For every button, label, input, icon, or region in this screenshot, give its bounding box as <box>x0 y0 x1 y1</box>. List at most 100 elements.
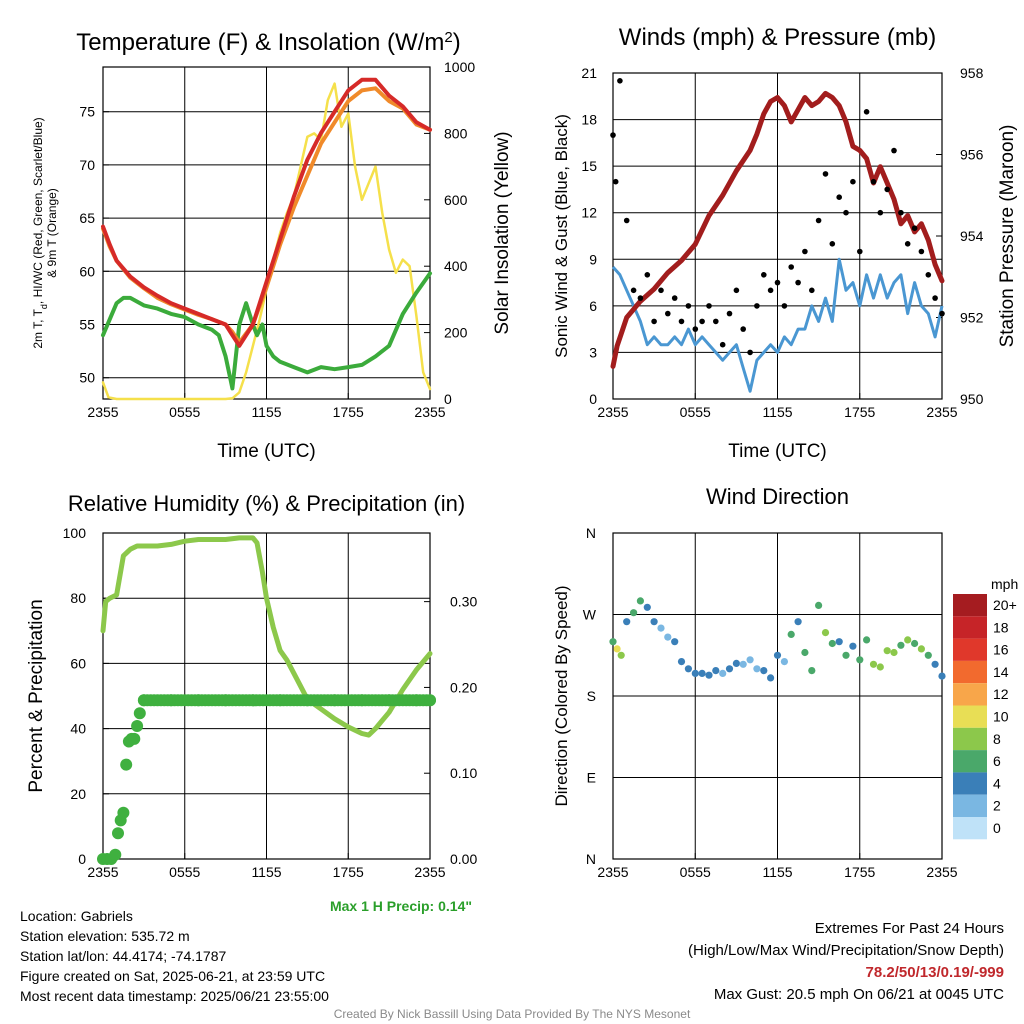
y-tick-label: W <box>583 607 597 623</box>
credit-text: Created By Nick Bassill Using Data Provi… <box>333 1007 691 1021</box>
x-tick-label: 1155 <box>762 864 792 880</box>
direction-point <box>897 641 905 649</box>
gust-point <box>685 303 692 309</box>
direction-point <box>705 671 713 679</box>
gust-point <box>671 295 678 301</box>
direction-point <box>780 658 789 666</box>
chart-title: Wind Direction <box>706 484 849 509</box>
colorbar-swatch <box>953 817 987 840</box>
direction-point <box>828 639 836 648</box>
direction-point <box>869 660 878 668</box>
y-label-subscript: d <box>39 304 49 309</box>
x-tick-label: 1755 <box>844 404 875 420</box>
direction-point <box>712 667 720 675</box>
y-tick-label: 40 <box>70 721 86 737</box>
gust-point <box>747 349 753 356</box>
gust-point <box>713 318 719 325</box>
direction-point <box>856 656 864 664</box>
gust-point <box>617 78 623 84</box>
title-close: ) <box>453 29 461 56</box>
latlon-text: Station lat/lon: 44.4174; -74.1787 <box>20 948 227 964</box>
x-tick-label: 2355 <box>87 404 118 420</box>
direction-point <box>938 672 946 680</box>
y-tick-label: 18 <box>581 112 597 128</box>
precip-point <box>112 827 124 840</box>
y-tick-label: E <box>587 770 596 786</box>
gust-point <box>918 248 925 255</box>
x-axis-label: Time (UTC) <box>728 441 827 462</box>
x-tick-label: 0555 <box>680 404 711 420</box>
gust-point <box>767 287 774 294</box>
y-label-part: 2m T, T <box>31 308 45 348</box>
y-tick-label: 100 <box>63 525 87 541</box>
gust-point <box>932 295 938 301</box>
colorbar-swatch <box>953 616 987 639</box>
max-precip-annotation: Max 1 H Precip: 0.14" <box>330 898 472 914</box>
gust-point <box>733 287 740 294</box>
direction-point <box>760 667 768 675</box>
gust-point <box>665 310 671 317</box>
colorbar-swatch <box>953 683 987 706</box>
series-line-rh <box>100 535 433 738</box>
gust-point <box>904 241 911 247</box>
gust-point <box>699 318 705 325</box>
gust-point <box>870 178 877 185</box>
direction-point <box>677 658 686 666</box>
y2-tick-label: 954 <box>960 228 984 244</box>
gust-point <box>911 225 918 231</box>
direction-point <box>924 651 932 659</box>
direction-point <box>911 639 919 648</box>
direction-point <box>613 645 621 653</box>
y-tick-label: 70 <box>79 157 95 173</box>
gust-point <box>781 303 788 309</box>
title-superscript: 2 <box>444 29 452 46</box>
gust-point <box>795 279 801 286</box>
x-tick-label: 2355 <box>926 864 957 880</box>
gust-point <box>939 310 945 317</box>
x-tick-label: 1155 <box>251 864 281 880</box>
direction-point <box>617 651 625 659</box>
extremes-subtitle: (High/Low/Max Wind/Precipitation/Snow De… <box>688 942 1004 959</box>
y-axis-label: Direction (Colored By Speed) <box>552 585 571 806</box>
y2-tick-label: 800 <box>444 125 468 141</box>
direction-point <box>863 636 871 644</box>
y2-tick-label: 0 <box>444 391 452 407</box>
series-line-2m-t <box>101 77 432 348</box>
precip-point <box>120 758 133 771</box>
direction-point <box>671 638 679 646</box>
colorbar-label: 8 <box>993 731 1001 747</box>
direction-point <box>931 660 939 668</box>
gust-point <box>857 248 863 255</box>
y-tick-label: 55 <box>79 317 95 333</box>
x-axis-label: Time (UTC) <box>217 441 316 462</box>
direction-point <box>725 665 734 673</box>
y-tick-label: 20 <box>70 786 86 802</box>
direction-point <box>904 636 912 644</box>
gust-point <box>726 310 733 317</box>
colorbar-swatch <box>953 660 987 684</box>
colorbar-label: 16 <box>993 642 1009 658</box>
direction-point <box>821 629 830 637</box>
y-tick-label: N <box>586 525 596 541</box>
extremes-title: Extremes For Past 24 Hours <box>814 920 1004 937</box>
max-gust-text: Max Gust: 20.5 mph On 06/21 at 0045 UTC <box>713 986 1004 1003</box>
colorbar-label: 12 <box>993 686 1009 702</box>
y-tick-label: 9 <box>589 251 597 267</box>
gust-point <box>692 326 699 332</box>
precip-point <box>128 732 141 745</box>
gust-point <box>898 209 904 216</box>
y-tick-label: 6 <box>589 298 597 314</box>
precip-point <box>424 694 436 707</box>
y-tick-label: 3 <box>589 344 597 360</box>
gust-point <box>884 186 890 193</box>
direction-point <box>719 669 727 678</box>
colorbar-swatch <box>953 772 987 795</box>
gust-point <box>774 279 781 286</box>
x-tick-label: 1155 <box>762 404 792 420</box>
precip-point <box>117 806 130 819</box>
colorbar-title: mph <box>991 576 1018 592</box>
colorbar-swatch <box>953 750 987 773</box>
precip-point <box>133 707 146 720</box>
x-tick-label: 2355 <box>414 864 445 880</box>
x-tick-label: 2355 <box>414 404 445 420</box>
